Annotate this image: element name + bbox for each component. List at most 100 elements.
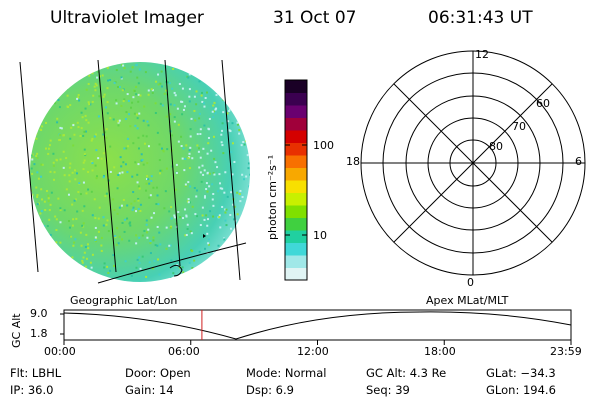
image-pixel [211,110,214,113]
image-pixel [244,261,247,264]
image-pixel [216,190,219,193]
image-pixel [211,198,214,201]
image-pixel [242,101,245,104]
image-pixel [77,126,80,129]
image-pixel [161,169,164,172]
image-pixel [84,114,87,117]
image-pixel [107,230,110,233]
image-pixel [118,172,121,175]
image-pixel [166,81,169,84]
image-pixel [84,130,87,133]
image-pixel [31,158,34,161]
image-pixel [76,77,79,80]
image-pixel [135,113,138,116]
image-pixel [169,113,172,116]
image-pixel [189,185,192,188]
image-pixel [146,120,149,123]
image-pixel [165,226,168,229]
image-pixel [52,264,55,267]
image-pixel [79,231,82,234]
mlt-label-0: 0 [467,276,474,289]
image-pixel [48,77,51,80]
image-pixel [238,76,241,79]
image-pixel [87,188,90,191]
image-pixel [106,66,109,69]
image-pixel [194,119,197,122]
image-pixel [202,173,205,176]
image-pixel [224,171,227,174]
image-pixel [101,74,104,77]
image-pixel [137,147,140,150]
image-pixel [82,181,85,184]
image-pixel [137,82,140,85]
image-pixel [147,145,150,148]
image-pixel [170,276,173,279]
image-pixel [241,173,244,176]
image-pixel [203,280,206,282]
image-pixel [53,275,56,278]
image-pixel [49,139,52,142]
image-pixel [105,192,108,195]
image-pixel [84,107,87,110]
image-pixel [136,117,139,120]
image-pixel [53,78,56,81]
status-ip: IP: 36.0 [10,383,54,397]
image-pixel [208,185,211,188]
image-pixel [58,278,61,281]
image-pixel [70,126,73,129]
image-pixel [244,101,247,104]
image-pixel [52,152,55,155]
image-pixel [245,175,248,178]
image-pixel [248,132,250,135]
image-pixel [135,210,138,213]
image-pixel [143,142,146,145]
image-pixel [104,195,107,198]
image-pixel [31,235,34,238]
status-door: Door: Open [125,366,191,380]
image-pixel [79,134,82,137]
image-pixel [149,242,152,245]
instrument-title: Ultraviolet Imager [50,8,204,28]
image-pixel [204,65,207,68]
image-pixel [174,94,177,97]
image-pixel [57,99,60,102]
image-pixel [34,280,37,282]
image-pixel [219,226,222,229]
image-pixel [165,115,168,118]
image-pixel [154,102,157,105]
image-pixel [43,200,46,203]
image-pixel [82,256,85,259]
image-pixel [123,218,126,221]
image-pixel [31,257,34,260]
image-pixel [236,89,239,92]
image-pixel [68,281,71,282]
image-pixel [52,65,55,68]
image-pixel [204,67,207,70]
image-pixel [40,188,43,191]
image-pixel [103,262,106,265]
image-pixel [219,250,222,253]
colorbar-unit-label: photon cm⁻²s⁻¹ [266,154,279,240]
image-pixel [80,127,83,130]
image-pixel [121,171,124,174]
image-pixel [131,101,134,104]
image-pixel [200,180,203,183]
image-pixel [170,225,173,228]
image-pixel [72,244,75,247]
image-pixel [212,275,215,278]
image-pixel [225,97,228,100]
colorbar-swatch [285,117,307,131]
image-pixel [109,269,112,272]
image-pixel [73,241,76,244]
colorbar [284,79,308,281]
image-pixel [148,261,151,264]
image-pixel [66,94,69,97]
image-pixel [168,82,171,85]
image-pixel [139,203,142,206]
image-pixel [82,62,85,65]
image-pixel [40,210,43,213]
image-pixel [56,117,59,120]
image-pixel [59,208,62,211]
image-pixel [207,81,210,84]
image-pixel [170,206,173,209]
